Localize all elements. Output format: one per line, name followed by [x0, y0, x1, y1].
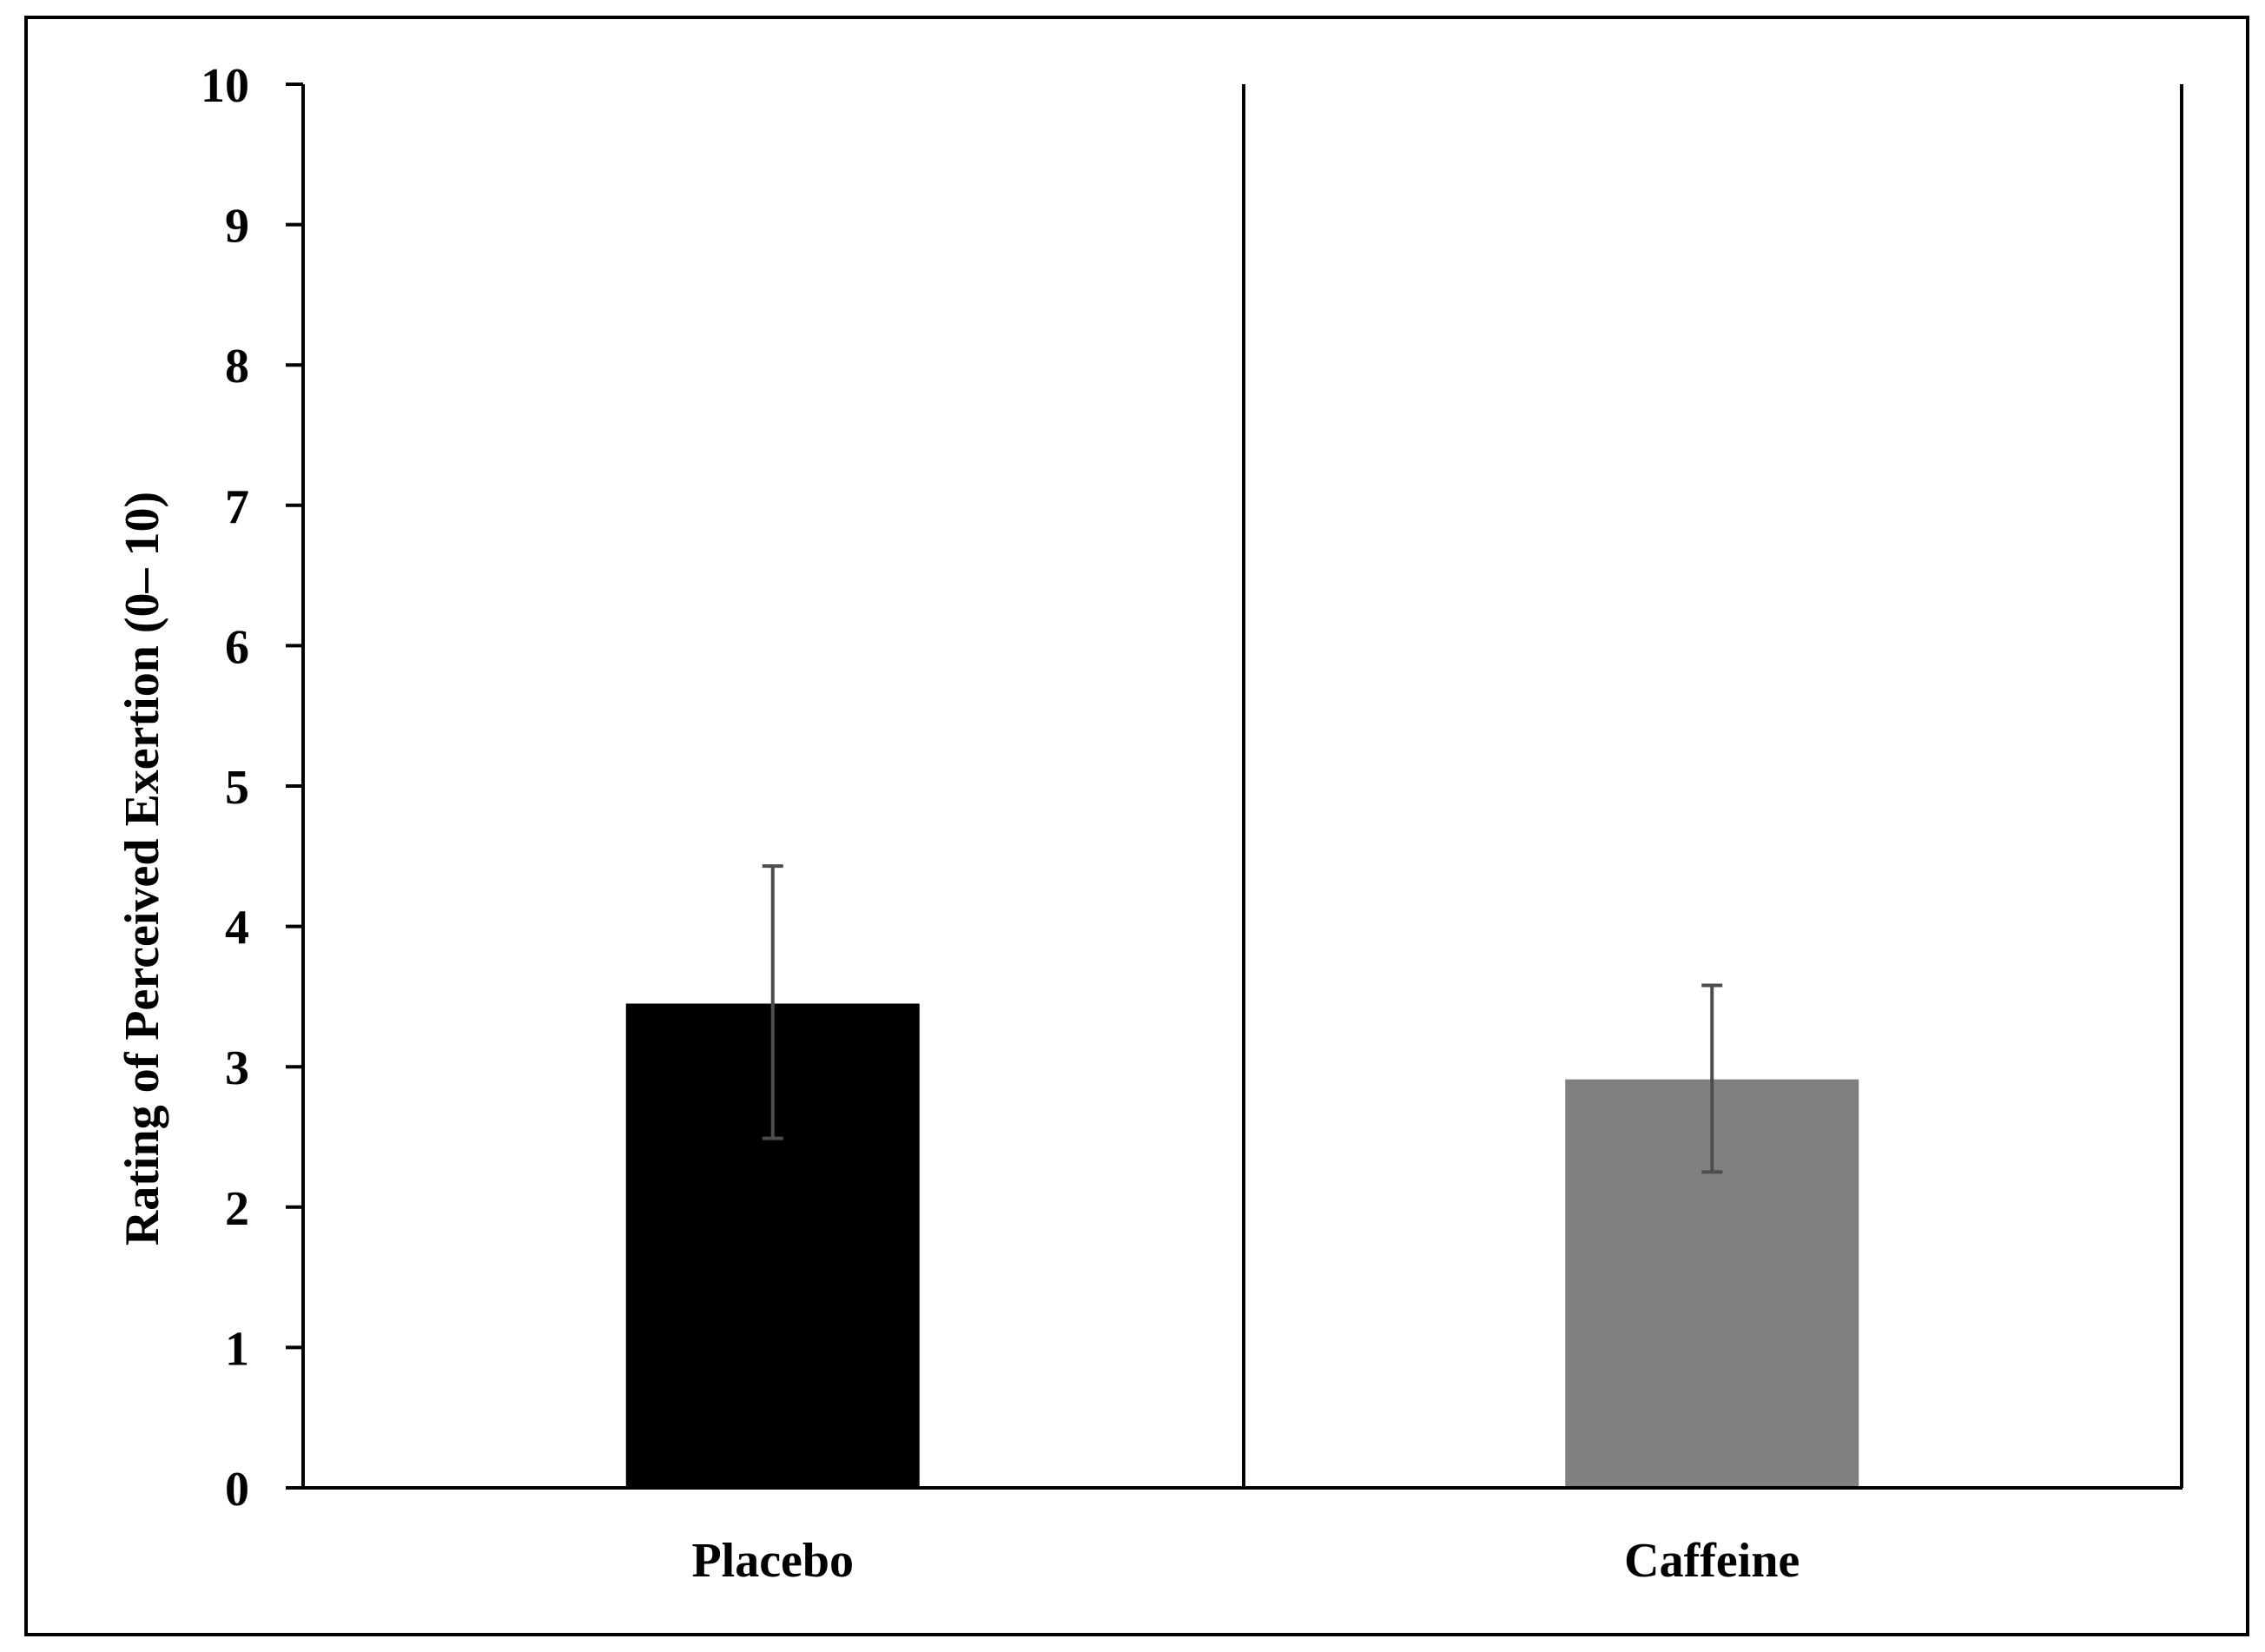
error-bar-caffeine: [1701, 983, 1723, 1174]
y-tick-label: 4: [225, 902, 249, 955]
error-bars: [762, 864, 1723, 1174]
bars: [625, 1003, 1859, 1488]
x-category-labels: Placebo Caffeine: [691, 1534, 1799, 1588]
chart-border: [24, 16, 2249, 1636]
y-tick-label: 2: [225, 1182, 249, 1236]
y-tick-label: 8: [225, 340, 249, 393]
y-tick-marks: [286, 83, 303, 1490]
y-axis-title: Rating of Perceived Exertion (0– 10): [116, 492, 169, 1246]
y-tick-label: 9: [225, 200, 249, 254]
y-tick-label: 10: [201, 59, 249, 113]
y-tick-label: 0: [225, 1463, 249, 1517]
y-tick-label: 5: [225, 761, 249, 815]
y-tick-label: 7: [225, 480, 249, 534]
y-tick-label: 6: [225, 620, 249, 674]
y-tick-labels: 0 1 2 3 4 5 6 7 8 9 10: [201, 59, 249, 1517]
x-category-label: Caffeine: [1624, 1534, 1799, 1588]
y-tick-label: 3: [225, 1041, 249, 1095]
y-tick-label: 1: [225, 1322, 249, 1376]
error-bar-placebo: [762, 864, 783, 1140]
x-category-label: Placebo: [691, 1534, 854, 1588]
